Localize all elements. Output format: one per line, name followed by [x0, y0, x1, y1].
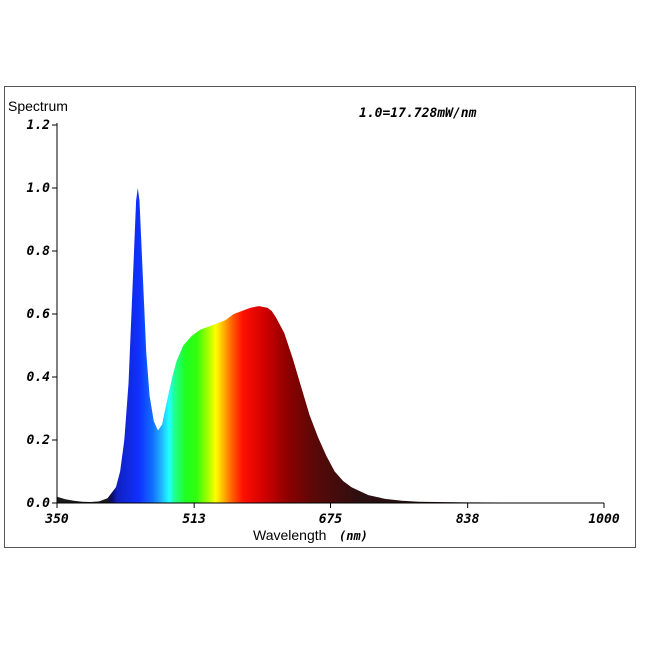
y-axis-label: Spectrum — [8, 98, 68, 114]
scale-note: 1.0=17.728mW/nm — [359, 106, 477, 121]
chart-frame: 0.0 0.2 0.4 0.6 0.8 1.0 1.2 350 513 675 838 1000 Sp… — [4, 86, 636, 548]
tick-labels: 0.0 0.2 0.4 0.6 0.8 1.0 1.2 350 513 675 838 1000 — [27, 118, 620, 527]
x-axis-label: Wavelength — [253, 527, 326, 543]
spectrum-series — [57, 188, 604, 503]
y-tick-label: 0.8 — [27, 244, 51, 259]
y-tick-label: 0.0 — [27, 496, 51, 511]
x-axis-unit: (nm) — [339, 529, 368, 543]
x-tick-label: 350 — [44, 512, 69, 527]
x-tick-label: 513 — [182, 512, 206, 527]
y-tick-label: 0.2 — [27, 433, 51, 448]
x-tick-label: 1000 — [588, 512, 619, 527]
y-tick-label: 1.2 — [27, 118, 51, 133]
x-tick-label: 675 — [319, 512, 343, 527]
spectrum-area — [57, 188, 604, 503]
x-tick-label: 838 — [456, 512, 480, 527]
axes — [52, 123, 605, 508]
spectrum-chart: 0.0 0.2 0.4 0.6 0.8 1.0 1.2 350 513 675 838 1000 Sp… — [5, 87, 635, 547]
y-tick-label: 0.6 — [27, 307, 51, 322]
y-tick-label: 1.0 — [27, 181, 51, 196]
y-tick-label: 0.4 — [27, 370, 51, 385]
